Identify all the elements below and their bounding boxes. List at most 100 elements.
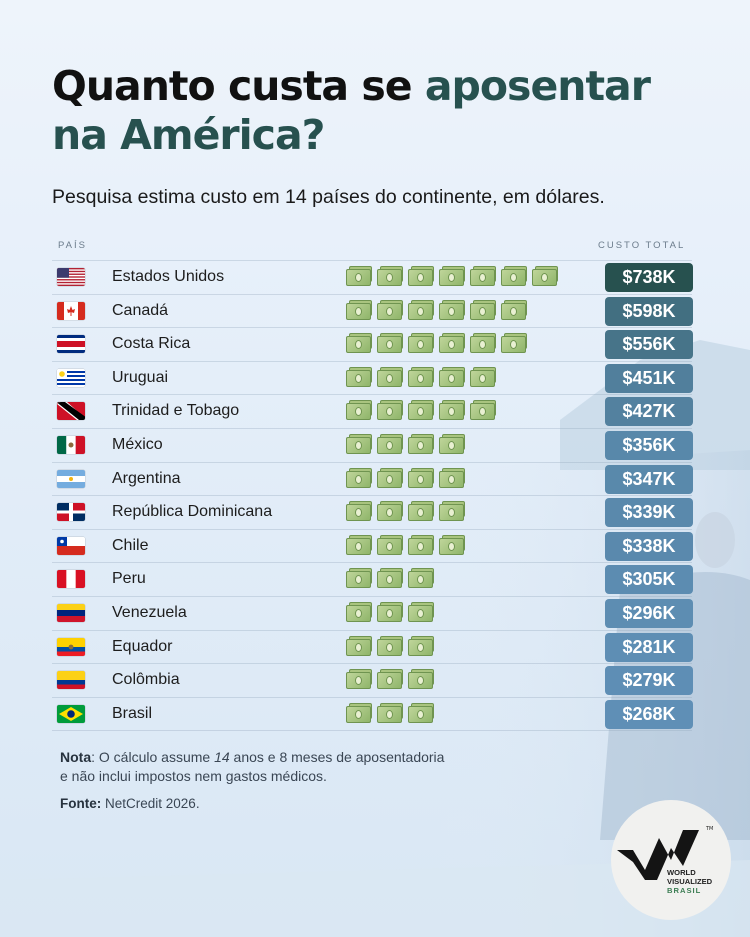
world-visualized-logo: TM WORLD VISUALIZED BRASIL xyxy=(611,800,731,920)
money-bill-icon xyxy=(346,601,372,622)
money-bill-icon xyxy=(470,266,496,286)
cost-badge: $556K xyxy=(605,330,693,360)
country-name: Trinidad e Tobago xyxy=(112,402,240,420)
money-bill-icon xyxy=(408,467,434,488)
money-bills xyxy=(346,366,496,388)
costa-rica-flag-icon xyxy=(57,335,85,354)
money-bill-icon xyxy=(439,501,465,522)
logo-line-2: VISUALIZED xyxy=(667,877,713,886)
logo-line-3: BRASIL xyxy=(667,886,702,895)
money-bill-icon xyxy=(377,534,403,555)
colombia-flag-icon xyxy=(57,671,85,690)
money-bill-icon xyxy=(439,467,465,488)
money-bills xyxy=(346,568,434,589)
money-bill-icon xyxy=(501,333,527,354)
money-bill-icon xyxy=(377,467,403,488)
money-bill-icon xyxy=(470,299,496,320)
money-bills xyxy=(346,333,527,354)
cost-badge: $598K xyxy=(605,296,693,326)
money-bill-icon xyxy=(501,299,527,320)
money-bill-icon xyxy=(377,702,403,723)
money-bills xyxy=(346,702,434,724)
money-bill-icon xyxy=(346,568,372,589)
table-row: Venezuela $296K xyxy=(52,595,693,630)
source-note: Fonte: NetCredit 2026. xyxy=(60,796,200,811)
money-bill-icon xyxy=(439,433,465,454)
country-name: Costa Rica xyxy=(112,335,191,353)
money-bill-icon xyxy=(346,501,372,522)
money-bill-icon xyxy=(377,635,403,656)
table-row: Canadá $598K xyxy=(52,293,693,328)
money-bill-icon xyxy=(346,366,372,387)
table-row: Peru $305K xyxy=(52,562,693,596)
table-row: Estados Unidos $738K xyxy=(52,260,693,294)
money-bill-icon xyxy=(408,433,434,454)
table-row: Costa Rica $556K xyxy=(52,327,693,361)
money-bill-icon xyxy=(346,266,372,286)
money-bills xyxy=(346,467,465,489)
money-bill-icon xyxy=(408,568,434,589)
money-bill-icon xyxy=(439,333,465,354)
footnote: Nota: O cálculo assume 14 anos e 8 meses… xyxy=(60,749,445,784)
money-bill-icon xyxy=(439,299,465,320)
money-bill-icon xyxy=(408,366,434,387)
money-bill-icon xyxy=(377,366,403,387)
money-bill-icon xyxy=(377,601,403,622)
money-bill-icon xyxy=(408,601,434,622)
money-bill-icon xyxy=(346,400,372,421)
country-name: México xyxy=(112,435,163,453)
country-name: Venezuela xyxy=(112,603,187,621)
country-name: Colômbia xyxy=(112,671,180,689)
money-bills xyxy=(346,635,434,657)
table-row: Argentina $347K xyxy=(52,461,693,496)
money-bill-icon xyxy=(501,266,527,286)
money-bill-icon xyxy=(377,501,403,522)
country-name: Argentina xyxy=(112,469,181,487)
canada-flag-icon xyxy=(57,301,85,320)
cost-badge: $738K xyxy=(605,263,693,292)
money-bill-icon xyxy=(470,333,496,354)
money-bill-icon xyxy=(408,635,434,656)
money-bill-icon xyxy=(346,467,372,488)
money-bill-icon xyxy=(346,534,372,555)
money-bills xyxy=(346,534,465,556)
money-bill-icon xyxy=(346,702,372,723)
country-name: República Dominicana xyxy=(112,503,273,521)
cost-badge: $339K xyxy=(605,498,693,528)
table-row: Colômbia $279K xyxy=(52,663,693,697)
money-bill-icon xyxy=(408,501,434,522)
money-bill-icon xyxy=(346,669,372,690)
money-bills xyxy=(346,433,465,455)
money-bill-icon xyxy=(408,299,434,320)
total-column-header: CUSTO TOTAL xyxy=(598,240,686,251)
money-bill-icon xyxy=(408,669,434,690)
brazil-flag-icon xyxy=(57,704,85,723)
money-bill-icon xyxy=(346,635,372,656)
money-bill-icon xyxy=(470,366,496,387)
money-bill-icon xyxy=(408,534,434,555)
mexico-flag-icon xyxy=(57,435,85,454)
cost-badge: $356K xyxy=(605,430,693,460)
money-bill-icon xyxy=(408,266,434,286)
peru-flag-icon xyxy=(57,570,85,589)
money-bill-icon xyxy=(470,400,496,421)
money-bill-icon xyxy=(532,266,558,286)
money-bill-icon xyxy=(346,299,372,320)
cost-badge: $296K xyxy=(605,598,693,628)
table-row: República Dominicana $339K xyxy=(52,495,693,529)
money-bills xyxy=(346,400,496,421)
money-bill-icon xyxy=(408,333,434,354)
table-row: Uruguai $451K xyxy=(52,360,693,395)
country-name: Equador xyxy=(112,637,173,655)
uruguay-flag-icon xyxy=(57,368,85,387)
cost-table: Estados Unidos $738K Canadá $598K Costa Rica… xyxy=(52,260,693,732)
money-bill-icon xyxy=(408,400,434,421)
money-bill-icon xyxy=(377,568,403,589)
cost-badge: $451K xyxy=(605,363,693,393)
money-bills xyxy=(346,601,434,623)
cost-badge: $279K xyxy=(605,666,693,696)
money-bill-icon xyxy=(408,702,434,723)
trinidad-flag-icon xyxy=(57,402,85,421)
money-bill-icon xyxy=(377,266,403,286)
venezuela-flag-icon xyxy=(57,603,85,622)
